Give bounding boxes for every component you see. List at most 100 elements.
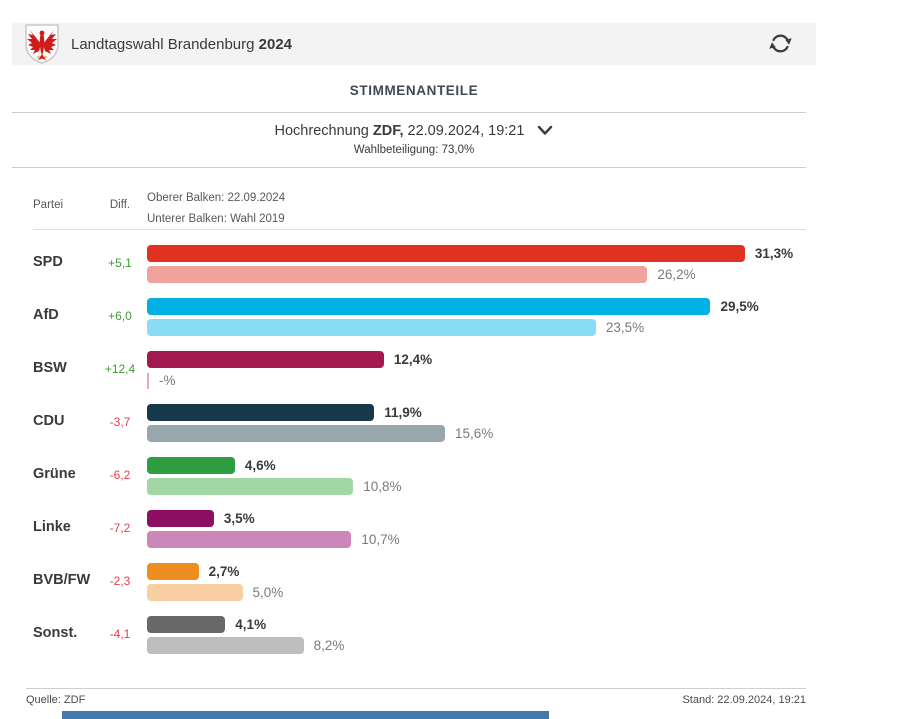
value-current: 31,3% (754, 246, 794, 261)
source-label: Quelle: ZDF (26, 694, 86, 706)
value-current: 4,1% (235, 617, 267, 632)
current-bar-line: 11,9% (147, 404, 493, 421)
projection-label-source: ZDF, (372, 123, 404, 139)
party-label: BVB/FW (33, 572, 91, 588)
party-label: Linke (33, 519, 71, 535)
projection-label-datetime: 22.09.2024, 19:21 (407, 123, 525, 139)
previous-bar-line: 8,2% (147, 637, 344, 654)
previous-bar-line: -% (147, 372, 432, 389)
projection-label-prefix: Hochrechnung (274, 123, 369, 139)
diff-value: +12,4 (104, 362, 136, 376)
value-previous: 26,2% (657, 267, 696, 282)
party-label: AfD (33, 307, 59, 323)
diff-value: -7,2 (109, 521, 131, 535)
party-label: Sonst. (33, 625, 78, 641)
value-current: 11,9% (384, 405, 422, 420)
column-header-diff: Diff. (109, 199, 131, 211)
page-title-text: Landtagswahl Brandenburg (71, 35, 255, 53)
value-previous: 10,8% (363, 479, 402, 494)
chevron-down-icon (538, 125, 553, 135)
party-label: SPD (33, 254, 63, 270)
diff-value: -3,7 (109, 415, 131, 429)
page-title: Landtagswahl Brandenburg 2024 (71, 36, 292, 53)
party-row: BVB/FW -2,3 2,7% 5,0% (0, 558, 912, 611)
previous-bar-line: 26,2% (147, 266, 793, 283)
current-bar-line: 3,5% (147, 510, 400, 527)
bottom-progress-bar (62, 711, 549, 719)
value-current: 3,5% (223, 511, 255, 526)
bar-group: 3,5% 10,7% (147, 510, 400, 552)
party-row: Sonst. -4,1 4,1% 8,2% (0, 611, 912, 664)
bar-current (147, 404, 375, 421)
bar-group: 11,9% 15,6% (147, 404, 493, 446)
bar-group: 4,1% 8,2% (147, 616, 344, 658)
chart-rows: SPD +5,1 31,3% 26,2% AfD +6,0 29,5% 23,5% BSW +12… (0, 240, 912, 664)
party-row: BSW +12,4 12,4% -% (0, 346, 912, 399)
diff-value: +6,0 (108, 309, 132, 323)
previous-bar-line: 15,6% (147, 425, 493, 442)
party-row: SPD +5,1 31,3% 26,2% (0, 240, 912, 293)
party-label: Grüne (33, 466, 76, 482)
bar-previous-missing (147, 372, 149, 389)
bar-group: 12,4% -% (147, 351, 432, 393)
party-row: Linke -7,2 3,5% 10,7% (0, 505, 912, 558)
section-title: STIMMENANTEILE (349, 83, 479, 98)
value-current: 12,4% (393, 352, 433, 367)
bar-current (147, 510, 214, 527)
bar-current (147, 457, 235, 474)
current-bar-line: 4,6% (147, 457, 402, 474)
value-previous: 23,5% (605, 320, 645, 335)
party-row: AfD +6,0 29,5% 23,5% (0, 293, 912, 346)
previous-bar-line: 10,8% (147, 478, 402, 495)
bar-previous (147, 425, 445, 442)
diff-value: +5,1 (108, 256, 132, 270)
current-bar-line: 31,3% (147, 245, 793, 262)
header-underline (33, 229, 806, 230)
current-bar-line: 12,4% (147, 351, 432, 368)
bar-previous (147, 319, 596, 336)
legend-bottom-bar: Unterer Balken: Wahl 2019 (147, 213, 285, 225)
bar-current (147, 616, 226, 633)
current-bar-line: 4,1% (147, 616, 344, 633)
current-bar-line: 2,7% (147, 563, 283, 580)
divider (12, 167, 806, 168)
party-label: CDU (33, 413, 65, 429)
value-previous: 10,7% (361, 532, 400, 547)
footer-divider (26, 688, 806, 689)
bar-previous (147, 478, 354, 495)
party-row: Grüne -6,2 4,6% 10,8% (0, 452, 912, 505)
page-title-year: 2024 (258, 35, 293, 53)
diff-value: -4,1 (109, 627, 131, 641)
legend-top-bar: Oberer Balken: 22.09.2024 (147, 192, 286, 204)
bar-previous (147, 266, 648, 283)
party-label: BSW (33, 360, 67, 376)
bar-group: 2,7% 5,0% (147, 563, 283, 605)
party-row: CDU -3,7 11,9% 15,6% (0, 399, 912, 452)
bar-current (147, 245, 745, 262)
column-header-party: Partei (33, 199, 64, 211)
refresh-button[interactable] (767, 31, 794, 58)
header-bar: Landtagswahl Brandenburg 2024 (12, 23, 816, 65)
bar-previous (147, 531, 352, 548)
bar-current (147, 563, 199, 580)
divider (12, 112, 806, 113)
diff-value: -2,3 (109, 574, 131, 588)
value-current: 4,6% (244, 458, 276, 473)
previous-bar-line: 23,5% (147, 319, 759, 336)
bar-group: 31,3% 26,2% (147, 245, 793, 287)
bar-legend: Oberer Balken: 22.09.2024 Unterer Balken… (147, 188, 285, 230)
previous-bar-line: 10,7% (147, 531, 400, 548)
current-bar-line: 29,5% (147, 298, 759, 315)
turnout-label: Wahlbeteiligung: 73,0% (353, 144, 475, 156)
brandenburg-coat-of-arms-icon (25, 24, 59, 64)
projection-selector[interactable]: Hochrechnung ZDF, 22.09.2024, 19:21 (12, 123, 816, 139)
footer: Quelle: ZDF Stand: 22.09.2024, 19:21 (26, 694, 806, 706)
value-current: 29,5% (720, 299, 759, 314)
bar-group: 29,5% 23,5% (147, 298, 759, 340)
bar-current (147, 351, 384, 368)
value-previous: -% (159, 373, 176, 388)
stand-label: Stand: 22.09.2024, 19:21 (682, 694, 806, 706)
refresh-icon (769, 34, 792, 53)
bar-previous (147, 584, 243, 601)
